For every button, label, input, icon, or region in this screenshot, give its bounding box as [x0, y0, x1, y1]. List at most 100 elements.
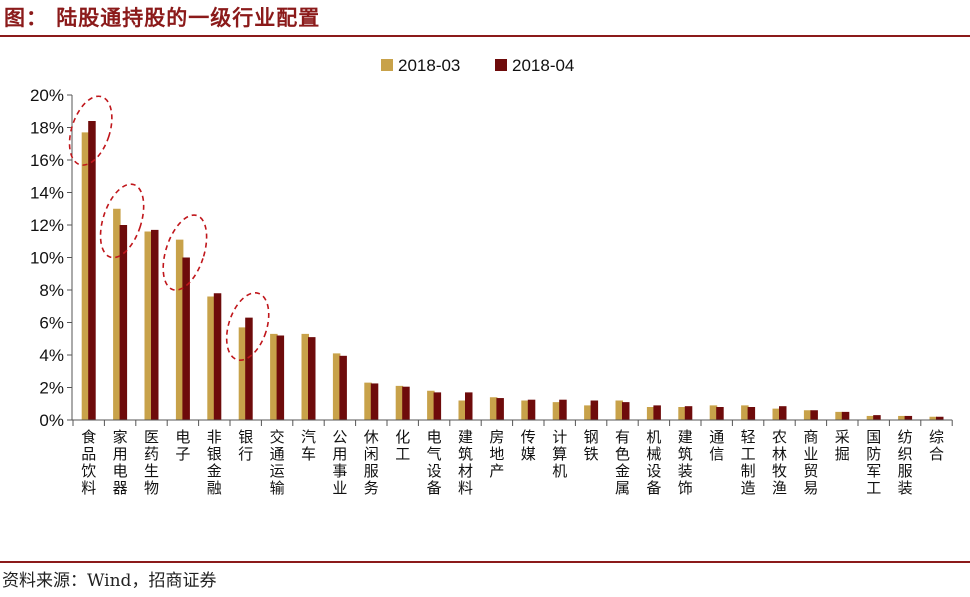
bar-2018-04-家用电器	[119, 225, 128, 420]
x-tick-label: 轻工制造	[741, 428, 756, 497]
legend: 2018-03 2018-04	[381, 56, 574, 75]
bar-2018-03-交通运输	[270, 333, 278, 421]
bar-2018-04-采掘	[841, 411, 850, 421]
legend-swatch-2018-04	[495, 59, 507, 71]
bar-2018-04-纺织服装	[904, 415, 913, 420]
bar-2018-04-休闲服务	[370, 383, 379, 420]
bar-2018-04-农林牧渔	[779, 406, 787, 420]
bar-2018-03-采掘	[835, 411, 843, 421]
x-axis: 食品饮料 家用电器 医药生物 电子 非银金融 银行 交通运输 汽车 公用事业 休闲服务 化工 电气设备…	[72, 419, 953, 497]
highlight-ellipse-家用电器	[99, 183, 145, 259]
bar-2018-04-电气设备	[433, 392, 442, 421]
bar-2018-03-商业贸易	[803, 410, 812, 420]
x-tick-label: 纺织服装	[898, 428, 913, 497]
bar-2018-03-机械设备	[646, 407, 655, 420]
bar-2018-04-建筑装饰	[684, 406, 693, 420]
x-tick-label: 电气设备	[427, 428, 442, 497]
bar-2018-03-食品饮料	[81, 132, 90, 421]
highlight-ellipse-银行	[225, 292, 270, 361]
legend-label-2018-04: 2018-04	[512, 56, 574, 75]
bar-2018-03-汽车	[301, 333, 309, 421]
x-tick-label: 机械设备	[646, 428, 661, 497]
bar-2018-03-综合	[929, 416, 937, 420]
bar-2018-03-有色金属	[615, 400, 623, 420]
bar-2018-04-国防军工	[873, 415, 881, 421]
x-tick-label: 休闲服务	[364, 428, 379, 497]
bar-2018-03-医药生物	[144, 231, 152, 420]
x-tick-label: 家用电器	[113, 428, 128, 497]
x-tick-label: 有色金属	[615, 428, 630, 497]
bar-2018-04-银行	[245, 317, 253, 421]
bar-2018-04-机械设备	[653, 405, 661, 421]
x-tick-label: 汽车	[301, 428, 316, 463]
bar-2018-03-非银金融	[207, 296, 215, 420]
x-tick-label: 房地产	[489, 428, 504, 480]
x-tick-label: 计算机	[552, 428, 567, 480]
legend-swatch-2018-03	[381, 59, 393, 71]
highlight-ellipse-电子	[162, 214, 208, 291]
bar-2018-03-房地产	[489, 397, 498, 420]
highlight-ellipse-食品饮料	[68, 95, 113, 166]
y-tick-label: 10%	[30, 249, 64, 268]
x-tick-label: 医药生物	[144, 428, 159, 497]
bar-2018-04-综合	[936, 416, 944, 420]
bar-chart: 2018-03 2018-04 0% 2% 4% 6% 8% 10% 12% 14% 16% 18…	[30, 56, 953, 497]
y-tick-label: 18%	[30, 119, 64, 138]
bar-2018-03-建筑材料	[458, 400, 466, 420]
y-tick-label: 0%	[39, 411, 64, 430]
bar-2018-04-房地产	[496, 398, 504, 420]
x-tick-label: 通信	[709, 428, 724, 463]
x-tick-label: 公用事业	[332, 428, 347, 497]
y-tick-label: 4%	[39, 346, 64, 365]
bar-2018-04-非银金融	[213, 293, 222, 420]
y-tick-label: 20%	[30, 86, 64, 105]
y-tick-label: 12%	[30, 216, 64, 235]
x-tick-label: 钢铁	[584, 428, 599, 463]
bar-2018-04-通信	[716, 407, 724, 420]
x-tick-label: 食品饮料	[81, 428, 96, 497]
x-tick-label: 商业贸易	[803, 428, 818, 497]
x-tick-label: 综合	[929, 428, 944, 463]
bar-2018-04-交通运输	[276, 335, 285, 420]
bar-2018-04-公用事业	[339, 355, 347, 420]
bottom-divider	[0, 561, 970, 563]
bar-2018-03-钢铁	[584, 405, 592, 421]
bar-2018-04-有色金属	[622, 402, 630, 421]
bar-2018-04-计算机	[559, 399, 567, 420]
bar-2018-03-农林牧渔	[772, 408, 780, 421]
bar-2018-04-建筑材料	[465, 392, 473, 421]
y-tick-label: 16%	[30, 151, 64, 170]
bar-2018-04-传媒	[527, 399, 536, 420]
bar-2018-03-通信	[709, 405, 718, 421]
x-tick-label: 农林牧渔	[772, 428, 787, 497]
bars	[81, 121, 944, 421]
bar-2018-03-建筑装饰	[678, 407, 686, 420]
bar-2018-04-医药生物	[151, 229, 159, 421]
bar-2018-03-国防军工	[866, 415, 875, 420]
chart-title: 图： 陆股通持股的一级行业配置	[4, 5, 321, 30]
x-tick-label: 传媒	[521, 428, 536, 463]
x-tick-label: 交通运输	[270, 428, 285, 497]
x-tick-label: 采掘	[835, 428, 850, 463]
bar-2018-03-传媒	[521, 400, 529, 420]
bar-2018-03-计算机	[552, 402, 561, 421]
bar-2018-03-电子	[175, 239, 184, 420]
x-tick-label: 建筑装饰	[678, 428, 693, 497]
bar-2018-03-休闲服务	[364, 382, 372, 421]
bar-2018-04-轻工制造	[747, 407, 756, 420]
bar-2018-03-公用事业	[332, 353, 341, 421]
x-tick-label: 化工	[395, 428, 410, 463]
y-tick-label: 2%	[39, 379, 64, 398]
bar-2018-03-轻工制造	[741, 405, 749, 421]
bar-2018-03-电气设备	[427, 390, 435, 420]
bar-2018-04-电子	[182, 257, 190, 420]
x-tick-label: 银行	[238, 428, 253, 463]
bar-2018-03-家用电器	[113, 208, 121, 420]
annotations	[68, 95, 270, 361]
y-tick-label: 8%	[39, 281, 64, 300]
x-tick-label: 电子	[175, 428, 190, 463]
bar-2018-03-化工	[395, 385, 404, 421]
y-tick-label: 14%	[30, 184, 64, 203]
x-tick-label: 建筑材料	[458, 428, 473, 497]
bar-2018-04-汽车	[308, 337, 316, 421]
